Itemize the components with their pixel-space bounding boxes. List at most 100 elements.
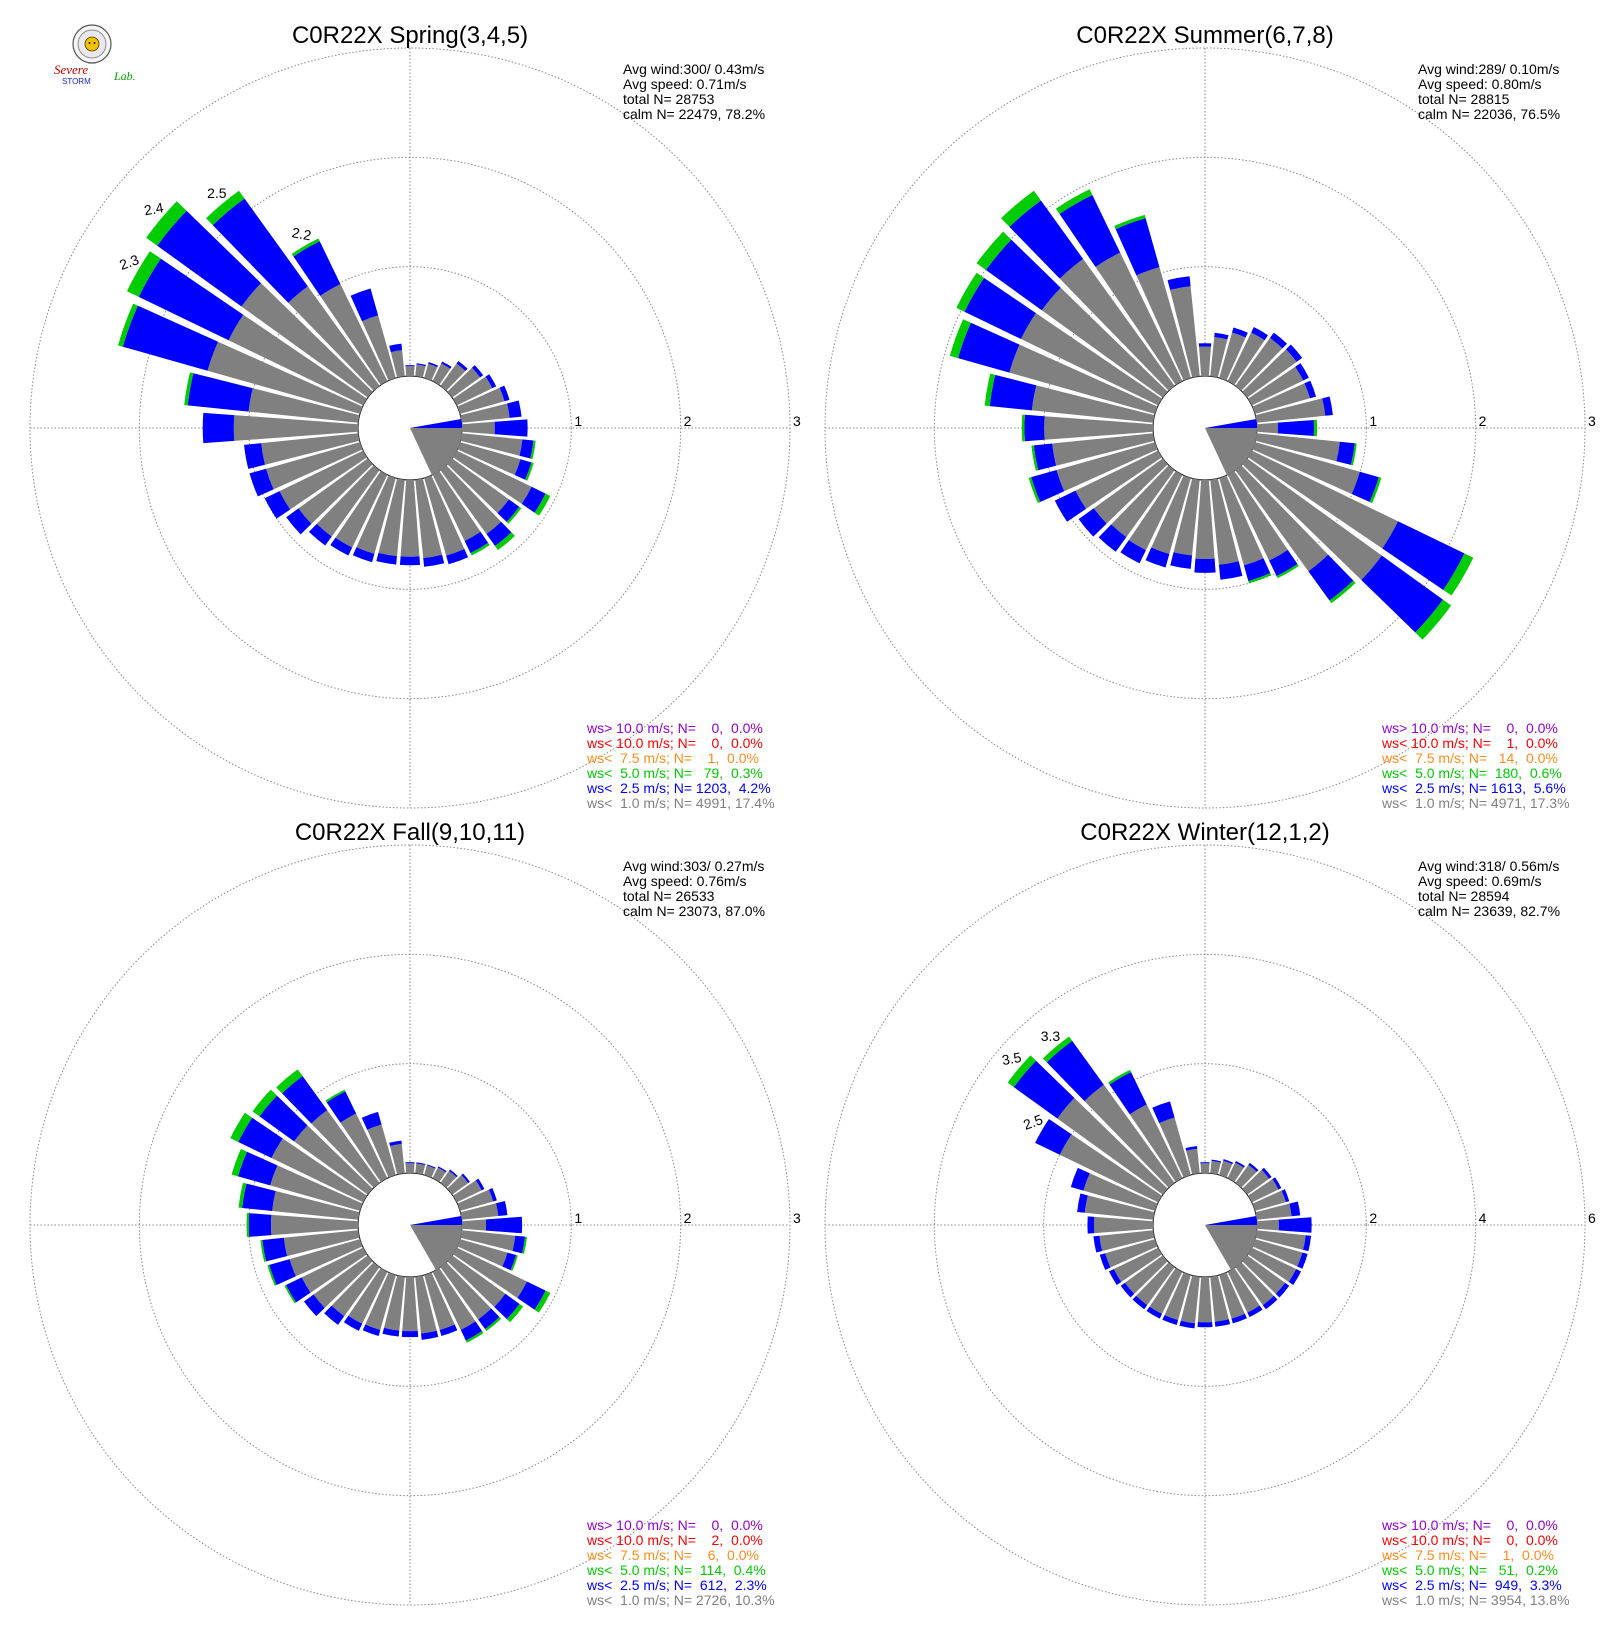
bar-segment-lt1 <box>233 415 359 441</box>
bar-segment-lt1 <box>440 363 466 391</box>
bar-segment-lt2p5 <box>1108 1269 1122 1285</box>
bar-segment-lt2p5 <box>1278 1217 1312 1233</box>
wind-rose-panel-3: 2 4 6 2.5 3.5 3.3 C0R22X Winter(12,1,2) Avg win… <box>824 819 1596 1608</box>
ring-label: 2 <box>1369 1210 1377 1226</box>
bar-segment-lt2p5 <box>486 521 512 546</box>
bar-segment-lt1 <box>335 471 388 548</box>
bar-segment-lt2p5 <box>1214 1319 1231 1327</box>
ring-label: 3 <box>1588 413 1596 429</box>
bar-segment-lt2p5 <box>1009 200 1084 279</box>
bar-segment-lt1 <box>402 1276 418 1332</box>
bar-segment-lt2p5 <box>1170 552 1193 569</box>
bar-segment-lt1 <box>460 1203 499 1220</box>
stats-line: Avg speed: 0.71m/s <box>623 76 746 92</box>
bar-segment-lt2p5 <box>282 1076 328 1124</box>
bar-segment-lt5 <box>1443 553 1474 596</box>
bar-segment-lt1 <box>1129 1104 1183 1182</box>
bar-segment-lt2p5 <box>1262 1295 1278 1310</box>
bar-segment-lt2p5 <box>496 1200 508 1217</box>
bar-segment-lt2p5 <box>426 1164 436 1169</box>
bar-segment-lt2p5 <box>1247 1305 1263 1318</box>
legend-entry: ws> 10.0 m/s; N= 0, 0.0% <box>1381 720 1558 736</box>
legend-entry: ws< 2.5 m/s; N= 612, 2.3% <box>586 1577 767 1593</box>
bar-segment-lt1 <box>415 364 426 378</box>
bar-segment-lt2p5 <box>1248 1162 1259 1172</box>
bar-segment-lt1 <box>298 458 373 524</box>
bar-segment-lt1 <box>1009 344 1158 414</box>
bar-segment-lt1 <box>461 1219 487 1231</box>
bar-segment-lt2p5 <box>494 1293 520 1320</box>
bar-segment-lt2p5 <box>187 373 253 412</box>
bar-segment-lt2p5 <box>985 239 1061 311</box>
bar-segment-lt2p5 <box>264 491 291 519</box>
bar-segment-lt1 <box>1075 450 1162 509</box>
bar-segment-lt1 <box>457 1189 494 1211</box>
calm-wedge <box>1205 428 1257 476</box>
bar-segment-lt5 <box>956 272 985 312</box>
bar-value-label: 2.5 <box>207 185 227 201</box>
bar-value-label: 2.3 <box>117 251 141 273</box>
bar-segment-lt2p5 <box>1146 1306 1163 1319</box>
bar-segment-lt2p5 <box>1286 344 1303 362</box>
ring-label: 2 <box>684 1210 692 1226</box>
bar-segment-lt1 <box>283 1230 360 1257</box>
bar-segment-lt5 <box>291 238 320 257</box>
bar-segment-lt1 <box>1227 1268 1260 1313</box>
bar-segment-lt2p5 <box>1277 420 1315 436</box>
stats-line: calm N= 22479, 78.2% <box>623 106 765 122</box>
stats-line: total N= 26533 <box>623 888 715 904</box>
bar-segment-lt2p5 <box>1200 1162 1210 1164</box>
bar-segment-lt2p5 <box>138 258 244 341</box>
bar-segment-lt2p5 <box>1145 547 1170 568</box>
bar-segment-lt5 <box>126 251 161 297</box>
bar-segment-lt1 <box>1186 1148 1200 1175</box>
bar-segment-lt2p5 <box>1304 380 1317 399</box>
bar-segment-lt1 <box>1084 1195 1155 1220</box>
bar-segment-lt1 <box>362 315 396 381</box>
bar-segment-lt1 <box>453 1180 482 1203</box>
bar-segment-lt2p5 <box>428 362 439 368</box>
ring-label: 2 <box>1479 413 1487 429</box>
bar-segment-lt1 <box>460 403 510 423</box>
legend-entry: ws> 10.0 m/s; N= 0, 0.0% <box>586 1517 763 1533</box>
bar-segment-lt1 <box>1219 1272 1245 1319</box>
legend-entry: ws< 7.5 m/s; N= 6, 0.0% <box>586 1547 759 1563</box>
bar-segment-lt2p5 <box>1120 1282 1135 1298</box>
bar-segment-lt1 <box>453 1247 527 1299</box>
bar-segment-lt2p5 <box>330 537 353 556</box>
bar-segment-lt2p5 <box>1272 1177 1282 1190</box>
wind-rose-panel-1: 1 2 3 C0R22X Summer(6,7,8) Avg wind:289/ 0.1… <box>824 22 1596 811</box>
bar-segment-lt1 <box>356 475 396 554</box>
bar-segment-lt2p5 <box>497 499 520 522</box>
stats-line: total N= 28594 <box>1418 888 1510 904</box>
bar-segment-lt2p5 <box>1231 1313 1247 1324</box>
bar-segment-lt1 <box>248 388 360 423</box>
bar-segment-lt1 <box>1151 475 1191 555</box>
bar-segment-lt5 <box>1276 564 1299 579</box>
bar-segment-lt1 <box>447 458 509 514</box>
bar-segment-lt1 <box>316 465 380 537</box>
bar-segment-lt1 <box>1083 1173 1158 1211</box>
logo-text-storm: STORM <box>62 77 91 86</box>
bar-segment-lt1 <box>405 366 415 377</box>
lab-logo: Severe STORM Lab. <box>52 24 148 86</box>
bar-segment-lt1 <box>1248 1179 1279 1203</box>
bar-segment-lt5 <box>1055 189 1093 214</box>
calm-wedge <box>1205 1225 1257 1271</box>
stats-line: Avg wind:300/ 0.43m/s <box>623 61 764 77</box>
bar-segment-lt2p5 <box>494 419 528 437</box>
bar-segment-lt5 <box>1042 1036 1073 1063</box>
bar-segment-lt2p5 <box>1322 396 1333 416</box>
bar-segment-lt2p5 <box>1275 1282 1290 1298</box>
bar-segment-lt2p5 <box>1214 332 1229 340</box>
bar-segment-lt2p5 <box>964 277 1036 340</box>
bar-segment-lt2p5 <box>1211 1159 1222 1163</box>
bar-segment-lt1 <box>1227 471 1288 561</box>
ring-label: 1 <box>574 413 582 429</box>
bar-segment-lt1 <box>1255 1203 1292 1220</box>
bar-segment-lt1 <box>415 478 443 559</box>
bar-segment-lt2p5 <box>1232 327 1248 338</box>
bar-segment-lt1 <box>1059 1134 1162 1203</box>
bar-segment-lt2p5 <box>352 547 375 563</box>
bar-segment-lt2p5 <box>471 365 484 378</box>
